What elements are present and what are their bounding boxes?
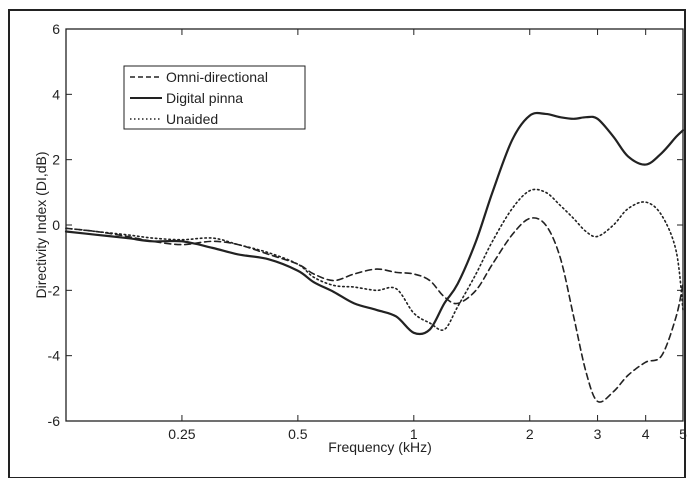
- y-tick-label: 0: [52, 217, 60, 233]
- legend-label-pinna: Digital pinna: [166, 90, 243, 106]
- y-tick-label: 2: [52, 152, 60, 168]
- series-line-unaided: [65, 188, 684, 331]
- legend-label-omni: Omni-directional: [166, 69, 268, 85]
- axis-ticks: 0.25 0.5 1 2 3 4 5 -6 -4 -2 0 2 4 6: [48, 21, 688, 442]
- x-tick-label: 4: [642, 426, 650, 442]
- chart-border: [8, 9, 686, 478]
- x-axis-label: Frequency (kHz): [328, 439, 431, 455]
- x-tick-label: 3: [594, 426, 602, 442]
- y-tick-label: -2: [48, 282, 61, 298]
- x-tick-label: 0.25: [168, 426, 195, 442]
- x-tick-label: 2: [526, 426, 534, 442]
- y-axis-label: Directivity Index (DI,dB): [33, 151, 49, 298]
- y-tick-label: 4: [52, 86, 60, 102]
- y-tick-label: -6: [48, 413, 61, 429]
- y-tick-label: -4: [48, 348, 61, 364]
- x-tick-label: 0.5: [288, 426, 308, 442]
- legend-label-unaided: Unaided: [166, 111, 218, 127]
- series-group: [64, 111, 685, 403]
- legend: Omni-directional Digital pinna Unaided: [123, 65, 306, 130]
- x-tick-label: 5: [679, 426, 687, 442]
- series-line-omni-directional: [65, 217, 684, 403]
- y-tick-label: 6: [52, 21, 60, 37]
- x-tick-label: 1: [410, 426, 418, 442]
- series-line-digital-pinna: [64, 111, 685, 336]
